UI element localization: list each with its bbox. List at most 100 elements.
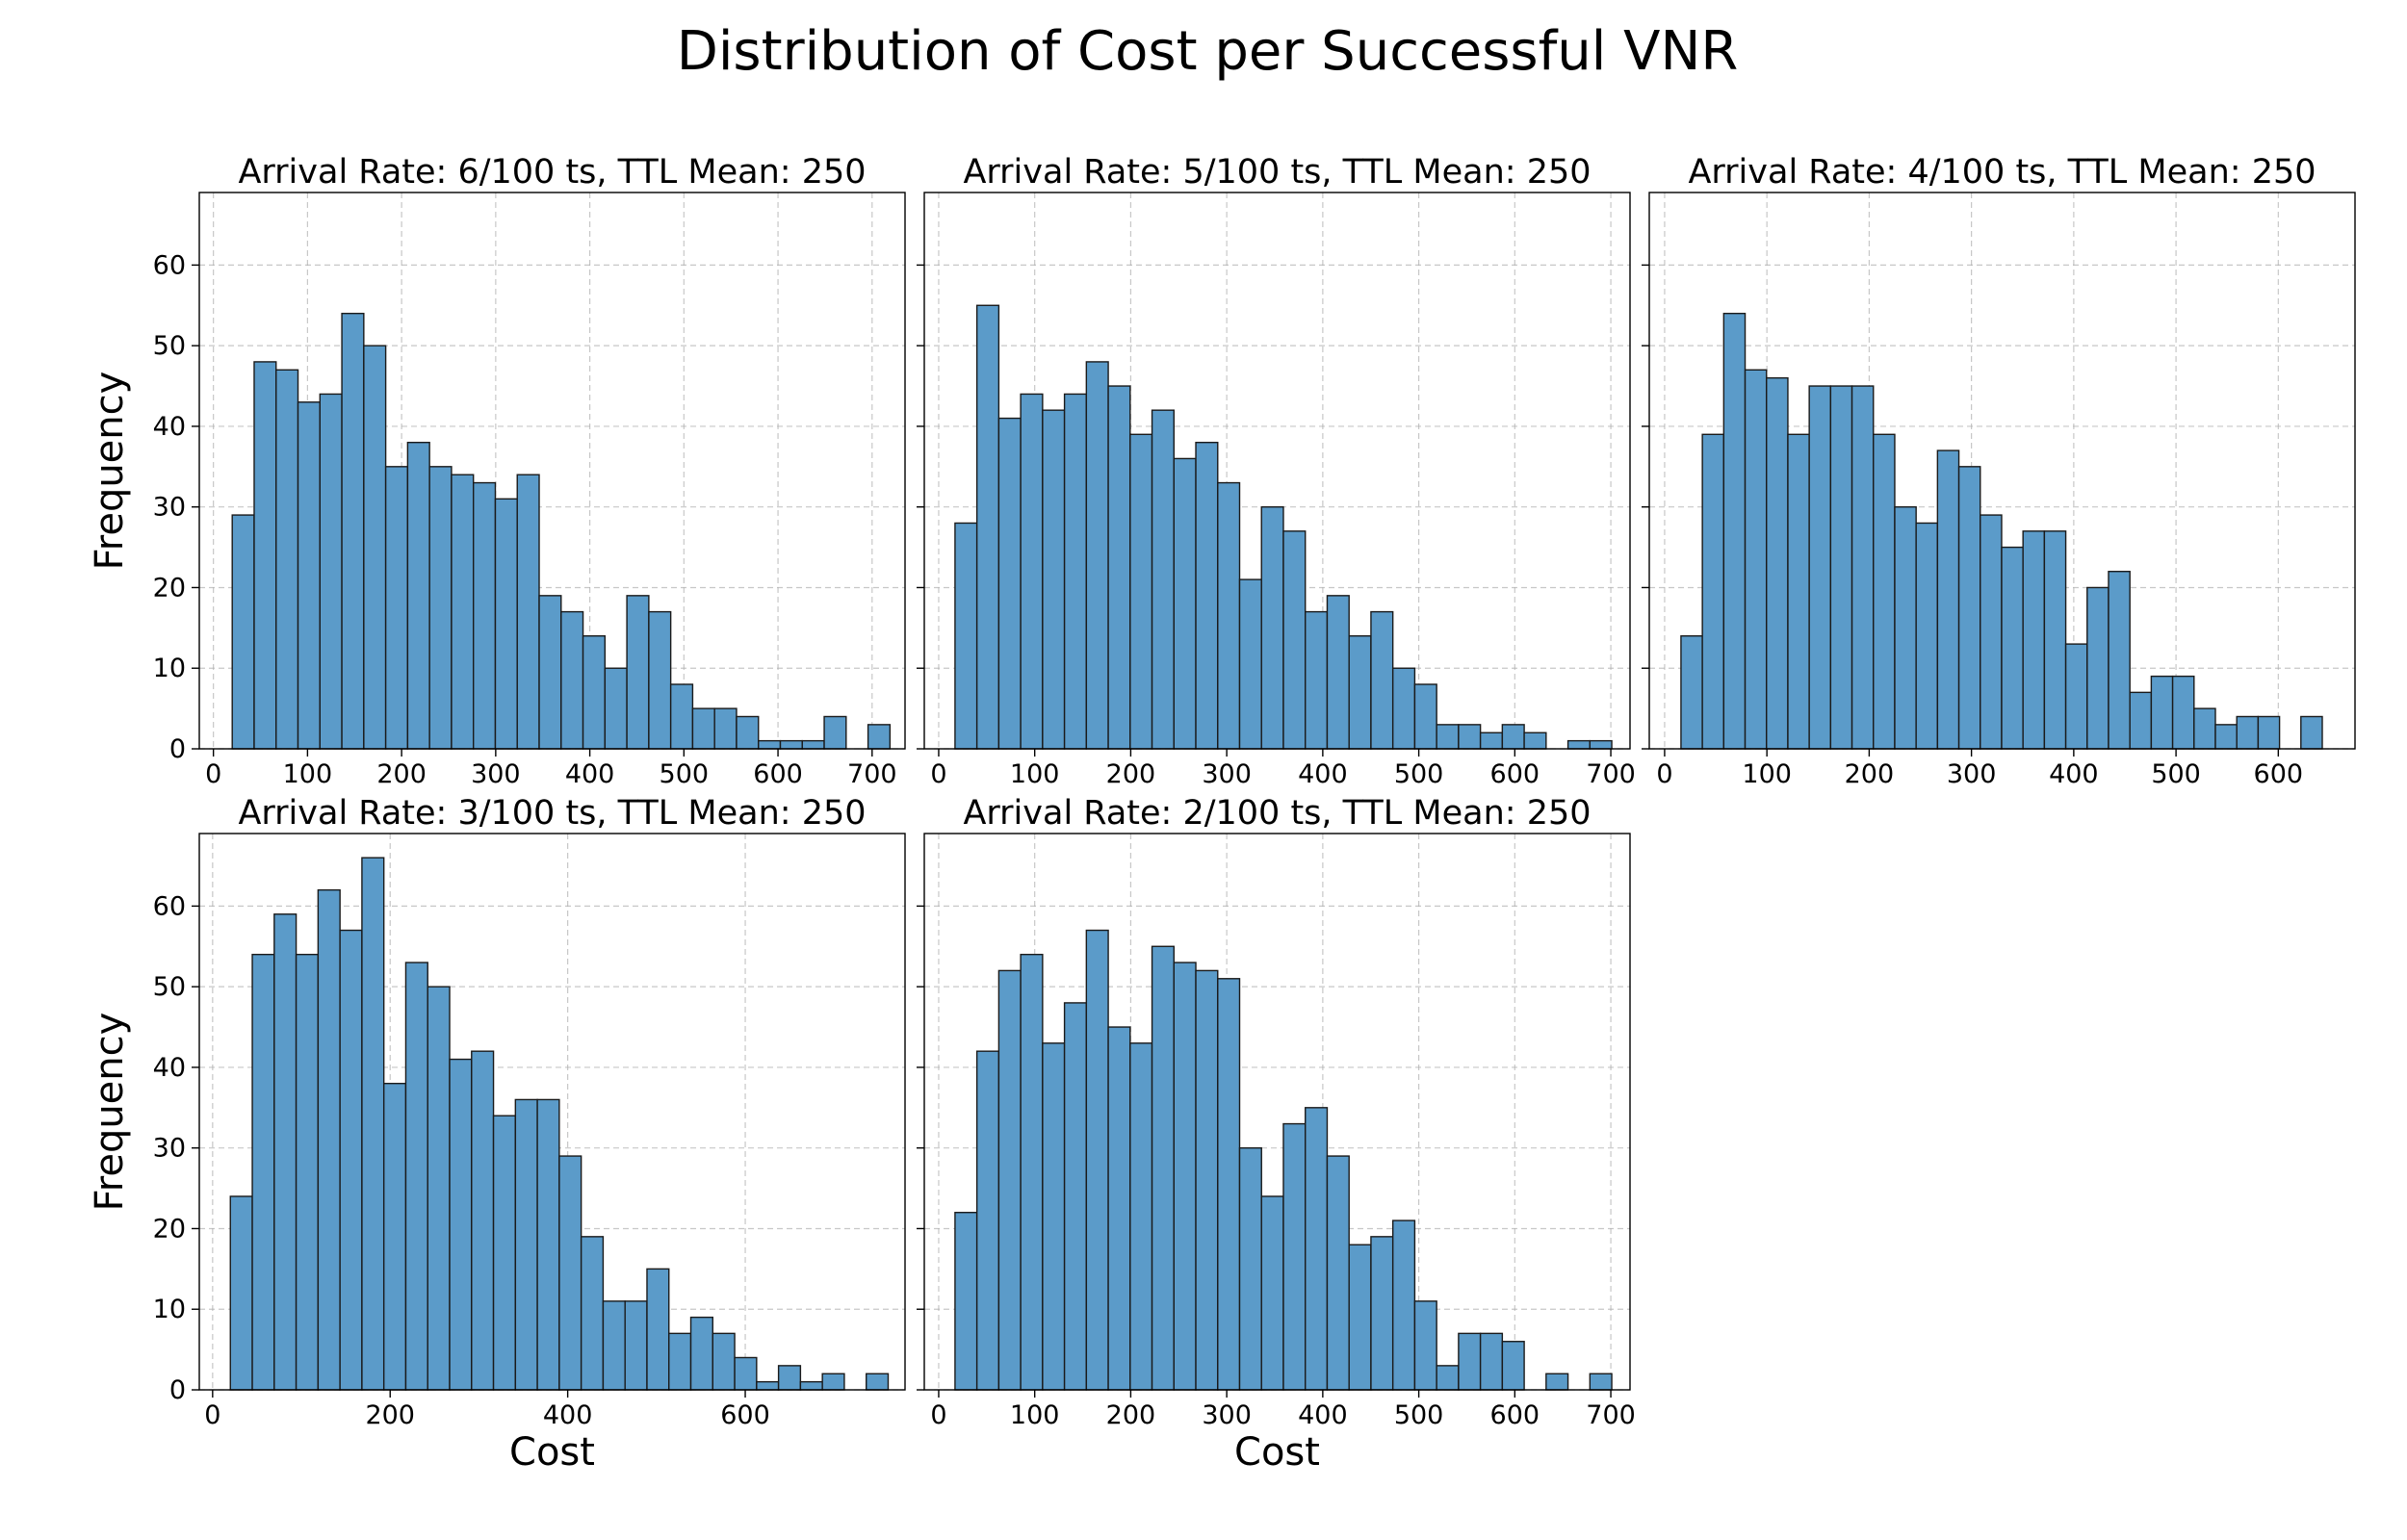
x-tick-label: 200 — [365, 1400, 415, 1430]
histogram-bar — [1936, 449, 1960, 750]
histogram-bar — [1260, 505, 1284, 750]
histogram-bar — [997, 969, 1022, 1391]
histogram-bar — [646, 1268, 670, 1391]
panel-title: Arrival Rate: 5/100 ts, TTL Mean: 250 — [963, 153, 1591, 192]
histogram-bar — [1957, 466, 1981, 750]
x-tick-label: 500 — [660, 759, 710, 789]
histogram-bar — [1305, 1107, 1329, 1391]
histogram-bar — [2022, 530, 2046, 750]
histogram-bar — [799, 1380, 823, 1391]
histogram-bar — [1238, 1146, 1262, 1391]
x-tick-label: 100 — [1010, 1400, 1060, 1430]
x-tick-label: 400 — [565, 759, 615, 789]
x-tick-label: 100 — [1742, 759, 1792, 789]
histogram-bar — [1722, 312, 1747, 750]
histogram-bar — [341, 312, 365, 750]
histogram-bar — [689, 1316, 713, 1391]
histogram-bar — [1479, 1332, 1504, 1391]
histogram-bar — [1173, 962, 1197, 1391]
histogram-bar — [1873, 433, 1896, 750]
x-tick-label: 700 — [847, 759, 897, 789]
y-tick-label: 60 — [153, 891, 186, 921]
histogram-bar — [1413, 1300, 1437, 1391]
histogram-bar — [866, 1373, 890, 1391]
x-tick-label: 0 — [205, 759, 221, 789]
histogram-bar — [1436, 724, 1460, 750]
histogram-bar — [1326, 1155, 1350, 1391]
histogram-bar — [1479, 732, 1504, 750]
x-tick-label: 200 — [376, 759, 427, 789]
histogram-bar — [756, 1380, 780, 1391]
histogram-bar — [1063, 393, 1088, 750]
histogram-bar — [975, 304, 1000, 750]
axes-frame — [1648, 192, 2356, 750]
histogram-bar — [626, 595, 650, 750]
histogram-bar — [494, 498, 518, 750]
x-tick-label: 700 — [1586, 1400, 1636, 1430]
x-tick-label: 700 — [1586, 759, 1636, 789]
histogram-bar — [669, 683, 694, 750]
histogram-bar — [734, 1356, 758, 1391]
y-axis-label: Frequency — [88, 1013, 132, 1212]
histogram-bar — [273, 913, 298, 1391]
x-tick-label: 500 — [1394, 1400, 1444, 1430]
panel-title: Arrival Rate: 6/100 ts, TTL Mean: 250 — [238, 153, 866, 192]
panel-4: 0 200 400 600 0 10 20 30 40 50 60 Arrival Rate: 3/1… — [88, 794, 906, 1475]
histogram-bar — [779, 739, 803, 750]
y-tick-label: 20 — [153, 573, 186, 603]
histogram-bar — [2236, 715, 2260, 750]
x-tick-label: 100 — [1010, 759, 1060, 789]
y-tick-label: 30 — [153, 493, 186, 523]
histogram-bar — [1107, 385, 1131, 750]
x-axis-label: Cost — [509, 1430, 595, 1475]
histogram-bar — [1829, 385, 1853, 750]
histogram-bar — [317, 888, 341, 1391]
histogram-bar — [975, 1050, 1000, 1391]
histogram-bar — [427, 986, 451, 1391]
histogram-bar — [1545, 1373, 1569, 1391]
histogram-bar — [2108, 571, 2131, 750]
histogram-bar — [251, 953, 275, 1391]
histogram-bar — [1042, 1042, 1066, 1391]
histogram-bar — [580, 1236, 605, 1391]
panel-title: Arrival Rate: 4/100 ts, TTL Mean: 250 — [1688, 153, 2316, 192]
histogram-bar — [1391, 667, 1416, 750]
y-tick-label: 10 — [153, 654, 186, 683]
histogram-bar — [867, 724, 892, 750]
histogram-bar — [1042, 409, 1066, 750]
histogram-bar — [2129, 691, 2153, 750]
x-tick-label: 200 — [1106, 759, 1156, 789]
histogram-bar — [363, 345, 387, 750]
y-tick-label: 10 — [153, 1295, 186, 1324]
histogram-bar — [1808, 385, 1832, 750]
histogram-bar — [1305, 610, 1329, 750]
histogram-bar — [229, 1195, 253, 1391]
x-tick-label: 300 — [1202, 1400, 1252, 1430]
panel-title: Arrival Rate: 3/100 ts, TTL Mean: 250 — [238, 794, 866, 833]
y-tick-label: 0 — [169, 1375, 186, 1405]
x-tick-label: 600 — [2254, 759, 2304, 789]
x-tick-label: 400 — [2049, 759, 2099, 789]
histogram-bar — [295, 953, 320, 1391]
histogram-bar — [2086, 586, 2109, 750]
histogram-bar — [1980, 514, 2003, 750]
x-tick-label: 400 — [1298, 759, 1348, 789]
histogram-bar — [492, 1115, 517, 1391]
histogram-bar — [1701, 433, 1725, 750]
histogram-bar — [1589, 739, 1613, 750]
x-tick-label: 400 — [1298, 1400, 1348, 1430]
histogram-bar — [1787, 433, 1810, 750]
histogram-bar — [602, 1300, 626, 1391]
x-tick-label: 400 — [543, 1400, 593, 1430]
x-tick-label: 100 — [283, 759, 333, 789]
histogram-bar — [1085, 361, 1109, 750]
histogram-bar — [823, 715, 847, 750]
x-tick-label: 200 — [1845, 759, 1895, 789]
histogram-bar — [406, 441, 430, 750]
histogram-bar — [1151, 409, 1175, 750]
histogram-bar — [1501, 1341, 1525, 1391]
histogram-bar — [1501, 724, 1525, 750]
histogram-bar — [404, 962, 428, 1391]
histogram-bar — [538, 595, 562, 750]
